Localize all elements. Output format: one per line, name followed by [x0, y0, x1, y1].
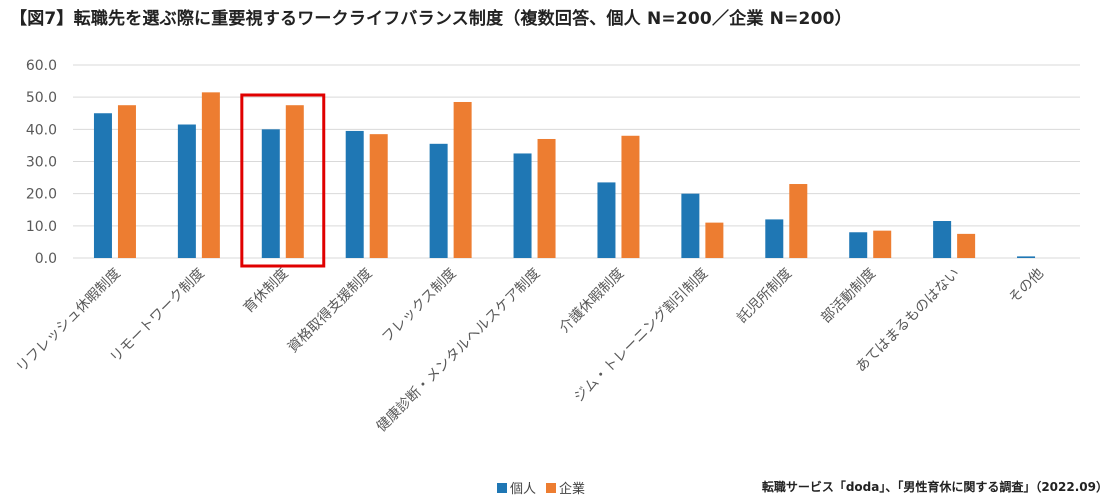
bar-company: [789, 184, 808, 258]
bar-individual: [513, 153, 532, 258]
y-tick-label: 10.0: [26, 219, 57, 235]
x-tick-label: 健康診断・メンタルヘルスケア制度: [373, 265, 543, 435]
bar-company: [621, 135, 640, 258]
y-tick-label: 0.0: [35, 251, 57, 267]
legend: 個人 企業: [497, 478, 595, 497]
bar-company: [453, 101, 472, 258]
bar-individual: [93, 113, 112, 258]
source-note: 転職サービス「doda」、「男性育休に関する調査」（2022.09）: [761, 480, 1108, 494]
chart-title: 【図7】転職先を選ぶ際に重要視するワークライフバランス制度（複数回答、個人 N=…: [10, 9, 852, 29]
bar-individual: [765, 219, 784, 258]
y-tick-label: 60.0: [26, 58, 57, 74]
bar-company: [957, 233, 976, 258]
highlight-box: [240, 93, 326, 268]
bar-individual: [933, 221, 952, 258]
bar-individual: [429, 143, 448, 258]
legend-label-company: 企業: [559, 482, 586, 497]
bar-company: [537, 138, 556, 258]
bar-company: [369, 134, 388, 258]
legend-label-individual: 個人: [510, 482, 537, 497]
bar-individual: [849, 232, 868, 258]
y-tick-label: 30.0: [26, 155, 57, 171]
x-tick-label: フレックス制度: [379, 266, 459, 346]
x-tick-label: リフレッシュ休暇制度: [13, 266, 123, 376]
bar-individual: [1017, 256, 1036, 258]
y-tick-label: 40.0: [26, 122, 57, 138]
bar-individual: [681, 193, 700, 258]
x-tick-label: 資格取得支援制度: [284, 265, 375, 356]
bar-individual: [177, 124, 196, 258]
x-tick-label: その他: [1006, 266, 1047, 307]
x-tick-label: 育休制度: [241, 266, 292, 317]
legend-item-individual: 個人: [497, 478, 536, 497]
x-tick-label: 介護休暇制度: [557, 266, 628, 337]
x-tick-label: ジム・トレーニング割引制度: [570, 265, 711, 406]
y-tick-label: 20.0: [26, 187, 57, 203]
bar-company: [873, 230, 892, 258]
x-tick-label: 託児所制度: [734, 266, 795, 327]
bar-company: [201, 92, 220, 258]
x-tick-label: 部活動制度: [818, 266, 879, 327]
x-tick-label: リモートワーク制度: [107, 266, 207, 366]
legend-swatch-company: [546, 482, 557, 493]
legend-swatch-individual: [497, 482, 507, 493]
legend-item-company: 企業: [546, 478, 585, 497]
bar-individual: [345, 130, 364, 258]
bar-company: [117, 105, 136, 258]
y-tick-label: 50.0: [26, 90, 57, 106]
bar-individual: [597, 182, 616, 258]
bar-company: [285, 105, 304, 258]
bar-company: [705, 222, 724, 258]
bar-individual: [261, 129, 280, 258]
